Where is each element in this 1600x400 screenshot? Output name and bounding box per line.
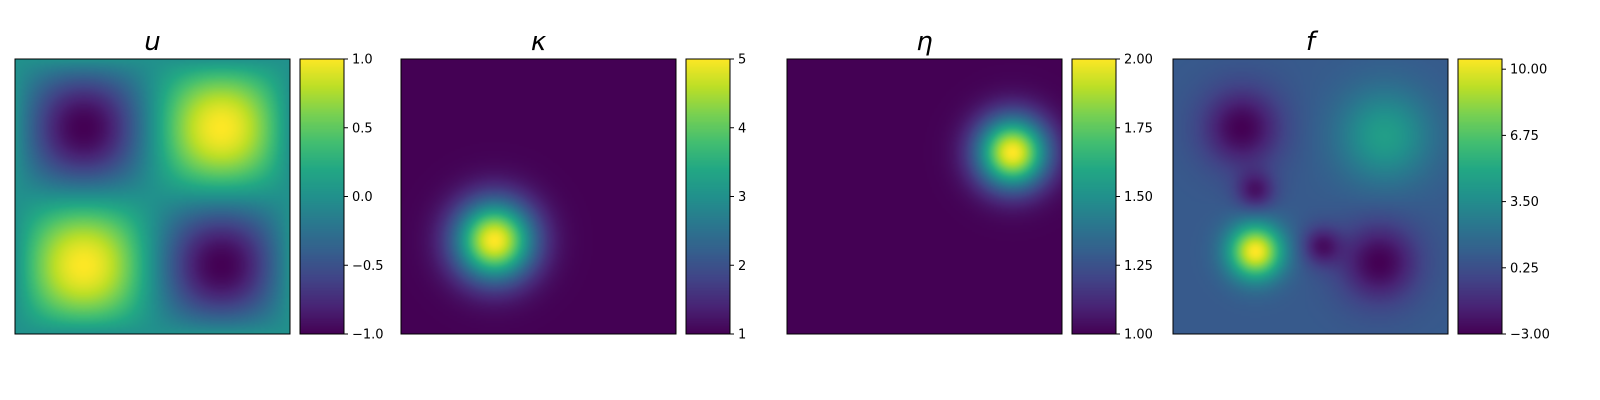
colorbar-tick-label: 1.0 (352, 53, 373, 68)
colorbar-tick-label: 1.75 (1124, 121, 1153, 136)
colorbar-frame (1457, 58, 1503, 335)
colorbar-tick-label: 1.00 (1124, 328, 1153, 343)
colorbar-tick-label: 3.50 (1510, 195, 1539, 210)
colorbar-tick-label: 1.25 (1124, 259, 1153, 274)
colorbar-tick-label: 2 (738, 259, 746, 274)
heatmap-image (15, 59, 290, 334)
heatmap-image (787, 59, 1062, 334)
panel-title: κ (531, 27, 547, 57)
panel-4: f −3.00 0.25 3.50 6.75 10.00 (1172, 27, 1550, 343)
colorbar-tick-label: 0.0 (352, 190, 373, 205)
colorbar-tick-label: 3 (738, 190, 746, 205)
colorbar (1072, 59, 1116, 334)
colorbar (1458, 59, 1502, 334)
heatmap-image (401, 59, 676, 334)
colorbar-tick-label: 0.5 (352, 121, 373, 136)
panel-3: η 1.00 1.25 1.50 1.75 2.00 (786, 27, 1153, 343)
colorbar (686, 59, 730, 334)
colorbar-tick-label: 4 (738, 121, 746, 136)
panel-title: f (1306, 27, 1319, 57)
colorbar-tick-label: −3.00 (1510, 328, 1550, 343)
plot-frame (786, 58, 1063, 335)
colorbar-tick-label: 0.25 (1510, 261, 1539, 276)
colorbar-tick-label: 2.00 (1124, 53, 1153, 68)
colorbar-tick-label: 6.75 (1510, 129, 1539, 144)
panel-1: u −1.0 −0.5 0.0 0.5 1.0 (14, 27, 384, 343)
colorbar-tick-label: 5 (738, 53, 746, 68)
colorbar-tick-label: 1.50 (1124, 190, 1153, 205)
plot-frame (1172, 58, 1449, 335)
colorbar-tick-label: −0.5 (352, 259, 384, 274)
plot-frame (14, 58, 291, 335)
panel-2: κ 1 2 3 4 5 (400, 27, 746, 343)
colorbar-tick-label: −1.0 (352, 328, 384, 343)
plot-frame (400, 58, 677, 335)
panel-title: η (916, 27, 932, 57)
colorbar-tick-label: 10.00 (1510, 63, 1547, 78)
heatmap-image (1173, 59, 1448, 334)
panel-title: u (144, 27, 160, 57)
colorbar (300, 59, 344, 334)
colorbar-tick-label: 1 (738, 328, 746, 343)
